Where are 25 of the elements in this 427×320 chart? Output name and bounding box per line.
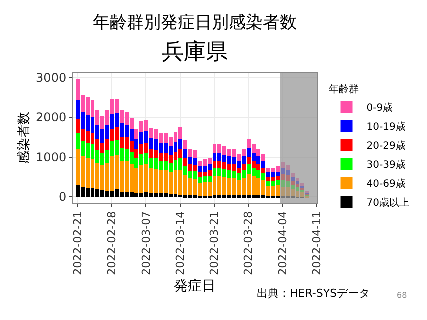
x-tick-label: 2022-04-11 bbox=[310, 211, 324, 276]
legend-label: 20-29歳 bbox=[366, 140, 406, 152]
x-axis-title: 発症日 bbox=[174, 278, 216, 295]
legend-label: 40-69歳 bbox=[366, 178, 406, 190]
legend-label: 0-9歳 bbox=[366, 102, 394, 114]
x-tick-label: 2022-02-21 bbox=[71, 211, 84, 276]
legend-label: 70歳以上 bbox=[366, 196, 410, 209]
x-tick-label: 2022-03-14 bbox=[174, 211, 187, 276]
source-note: 出典：HER-SYSデータ bbox=[257, 287, 370, 300]
x-tick-label: 2022-03-07 bbox=[140, 211, 153, 276]
x-tick-label: 2022-03-21 bbox=[208, 211, 222, 276]
legend-title: 年齢群 bbox=[328, 84, 359, 96]
x-tick-label: 2022-03-28 bbox=[242, 211, 256, 276]
x-tick-label: 2022-02-28 bbox=[106, 211, 119, 276]
x-tick-label: 2022-04-04 bbox=[276, 211, 290, 276]
y-tick-label: 2000 bbox=[36, 110, 67, 125]
y-axis-title: 感染者数 bbox=[17, 112, 32, 164]
y-tick-label: 3000 bbox=[36, 70, 67, 85]
legend-label: 30-39歳 bbox=[366, 158, 406, 171]
y-tick-label: 1000 bbox=[36, 150, 67, 164]
chart-subtitle: 兵庫県 bbox=[162, 40, 228, 65]
chart-title: 年齢群別発症日別感染者数 bbox=[93, 12, 297, 33]
y-tick-label: 0 bbox=[58, 190, 67, 204]
text: 68 bbox=[397, 291, 408, 300]
legend-label: 10-19歳 bbox=[366, 120, 406, 133]
